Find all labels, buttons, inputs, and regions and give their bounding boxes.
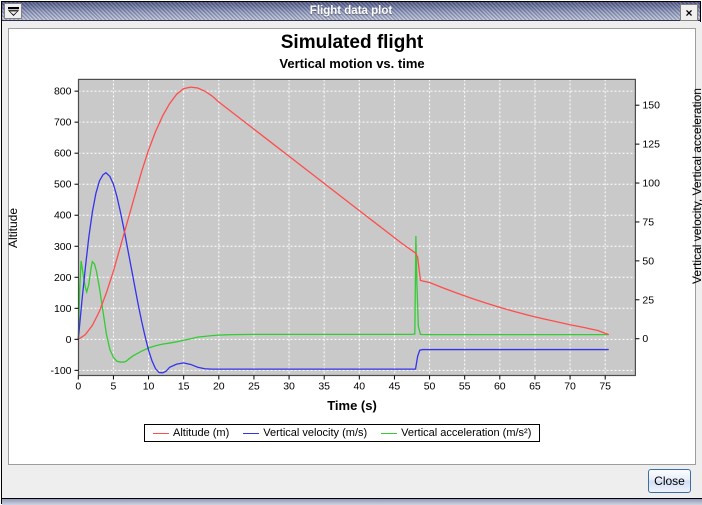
svg-text:25: 25 bbox=[642, 294, 654, 306]
svg-text:400: 400 bbox=[54, 210, 72, 222]
svg-text:45: 45 bbox=[389, 381, 401, 393]
svg-text:75: 75 bbox=[642, 216, 654, 228]
svg-text:500: 500 bbox=[54, 179, 72, 191]
svg-text:15: 15 bbox=[178, 381, 190, 393]
svg-text:55: 55 bbox=[459, 381, 471, 393]
svg-text:75: 75 bbox=[599, 381, 611, 393]
svg-text:700: 700 bbox=[54, 117, 72, 129]
svg-text:20: 20 bbox=[213, 381, 225, 393]
svg-text:70: 70 bbox=[564, 381, 576, 393]
svg-text:150: 150 bbox=[642, 100, 660, 112]
svg-text:65: 65 bbox=[529, 381, 541, 393]
svg-text:50: 50 bbox=[642, 255, 654, 267]
svg-text:5: 5 bbox=[111, 381, 117, 393]
svg-text:300: 300 bbox=[54, 241, 72, 253]
svg-text:200: 200 bbox=[54, 272, 72, 284]
svg-text:35: 35 bbox=[318, 381, 330, 393]
svg-text:10: 10 bbox=[143, 381, 155, 393]
svg-text:0: 0 bbox=[642, 333, 648, 345]
svg-text:60: 60 bbox=[494, 381, 506, 393]
svg-text:50: 50 bbox=[424, 381, 436, 393]
svg-text:600: 600 bbox=[54, 148, 72, 160]
svg-text:125: 125 bbox=[642, 139, 660, 151]
svg-text:800: 800 bbox=[54, 86, 72, 98]
svg-text:100: 100 bbox=[642, 178, 660, 190]
svg-text:0: 0 bbox=[66, 334, 72, 346]
svg-text:0: 0 bbox=[75, 381, 81, 393]
svg-text:30: 30 bbox=[283, 381, 295, 393]
svg-text:40: 40 bbox=[353, 381, 365, 393]
svg-text:25: 25 bbox=[248, 381, 260, 393]
svg-text:100: 100 bbox=[54, 303, 72, 315]
svg-text:-100: -100 bbox=[50, 365, 71, 377]
